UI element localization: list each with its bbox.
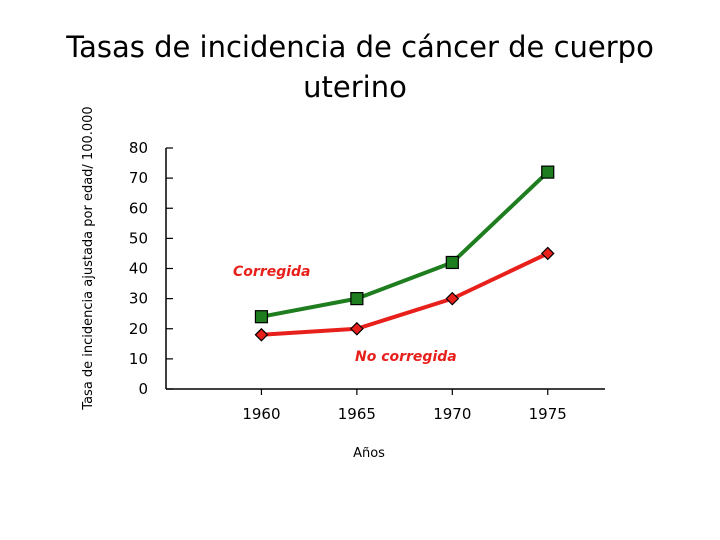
y-tick-label: 70 [129, 169, 148, 187]
data-point [350, 321, 364, 336]
chart-title-line-1: Tasas de incidencia de cáncer de cuerpo [65, 30, 654, 64]
series-line-0 [261, 170, 550, 319]
y-tick-label: 0 [138, 380, 148, 398]
data-point [350, 292, 364, 306]
series [254, 165, 555, 342]
y-tick-label: 10 [129, 350, 148, 368]
y-tick-label: 30 [129, 290, 148, 308]
data-point [445, 255, 459, 270]
series-label-no-corregida: No corregida [355, 349, 457, 365]
y-tick-label: 50 [129, 229, 148, 247]
x-tick-label: 1965 [338, 405, 376, 423]
x-tick-label: 1975 [529, 405, 567, 423]
x-tick-label: 1960 [242, 405, 280, 423]
data-point [254, 310, 269, 324]
x-tick-label: 1970 [433, 405, 471, 423]
y-axis-label: Tasa de incidencia ajustada por edad/ 10… [81, 106, 96, 410]
y-ticks: 0 10 20 30 40 50 60 70 80 [129, 139, 173, 398]
chart-title-line-2: uterino [303, 70, 407, 104]
y-tick-label: 80 [129, 139, 148, 157]
data-point [540, 246, 555, 261]
y-tick-label: 40 [129, 260, 148, 278]
series-line-1 [261, 251, 549, 337]
data-point [254, 327, 269, 342]
series-label-corregida: Corregida [233, 264, 311, 280]
data-point [445, 291, 460, 306]
data-point [541, 165, 555, 179]
y-tick-label: 20 [129, 320, 148, 338]
x-ticks: 1960 1965 1970 1975 [242, 389, 567, 423]
x-axis-label: Años [353, 446, 385, 461]
y-tick-label: 60 [129, 199, 148, 217]
